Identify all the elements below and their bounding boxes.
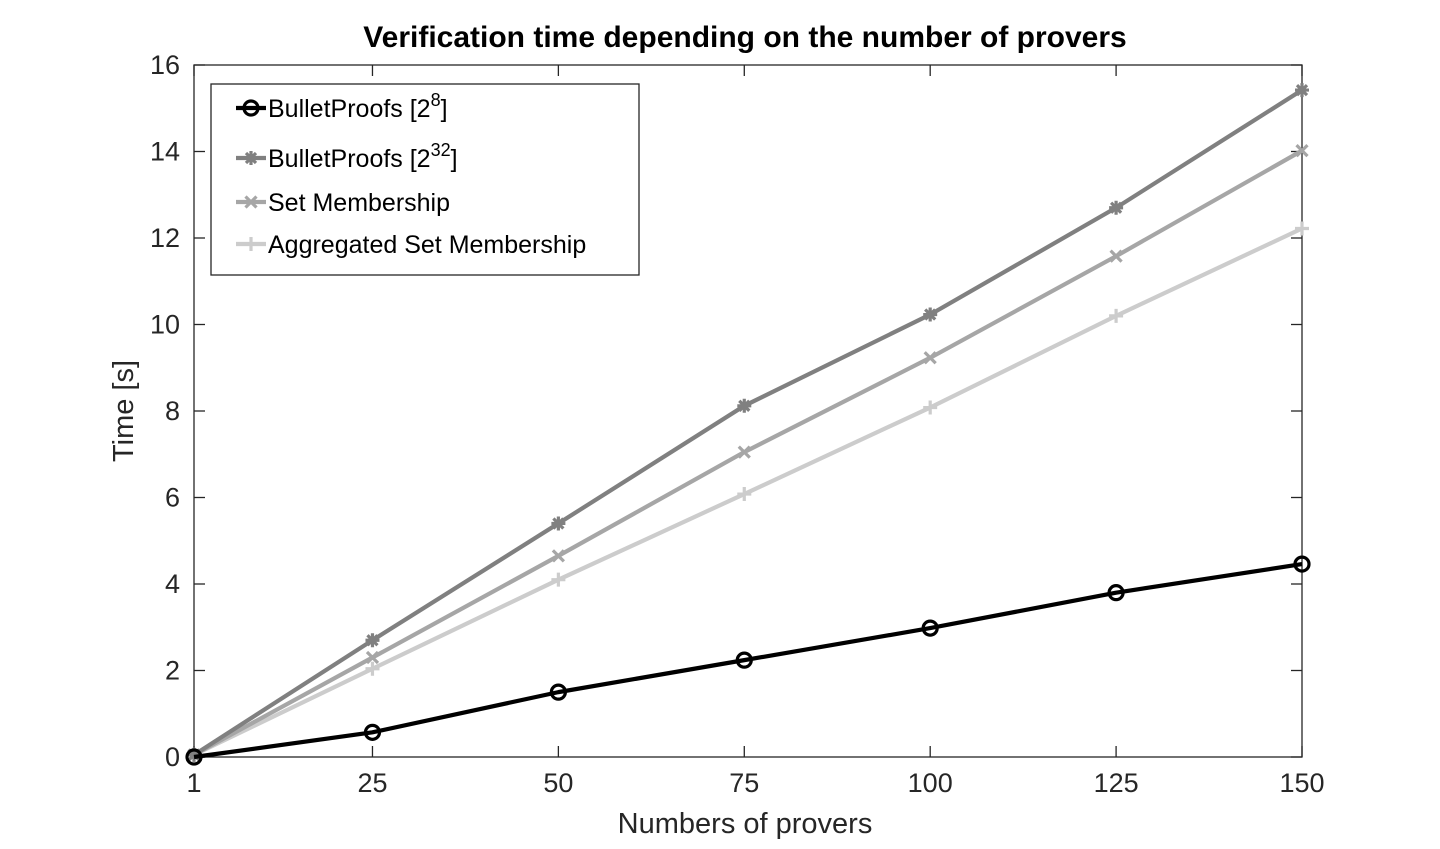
data-point [551, 516, 566, 531]
y-axis-label: Time [s] [108, 360, 140, 462]
x-tick-label: 25 [357, 768, 387, 798]
data-point [735, 651, 753, 669]
legend-swatch-marker [244, 237, 258, 251]
legend-label: BulletProofs [232] [268, 140, 458, 173]
x-tick-label: 150 [1279, 768, 1324, 798]
legend: BulletProofs [28] BulletProofs [232] Set M… [210, 83, 640, 276]
data-point [737, 487, 752, 502]
y-tick-label: 4 [165, 569, 180, 599]
data-point [1107, 584, 1125, 602]
data-point [187, 747, 201, 762]
data-point [921, 619, 939, 637]
data-point [365, 650, 380, 665]
legend-label: Aggregated Set Membership [268, 231, 586, 259]
y-tick-label: 10 [150, 310, 180, 340]
data-point [923, 400, 938, 415]
data-point [1295, 221, 1309, 236]
data-point [923, 351, 937, 365]
data-point [1295, 83, 1309, 98]
y-tick-label: 14 [150, 137, 180, 167]
x-axis-label: Numbers of provers [618, 808, 873, 840]
data-point [185, 748, 203, 766]
legend-label: Set Membership [268, 189, 450, 217]
y-tick-label: 16 [150, 50, 180, 80]
data-point [1109, 200, 1124, 215]
data-point [365, 633, 380, 648]
x-tick-label: 75 [729, 768, 759, 798]
x-tick-label: 125 [1094, 768, 1139, 798]
y-tick-label: 0 [165, 742, 180, 772]
data-point [737, 445, 751, 459]
data-point [551, 572, 566, 587]
data-point [1109, 249, 1123, 263]
data-point [737, 398, 752, 413]
legend-swatch-marker [244, 151, 258, 165]
y-tick-label: 12 [150, 223, 180, 253]
x-tick-label: 1 [186, 768, 201, 798]
chart-title: Verification time depending on the numbe… [363, 21, 1126, 54]
x-tick-label: 100 [908, 768, 953, 798]
x-tick-label: 50 [543, 768, 573, 798]
legend-swatch-marker [242, 99, 260, 117]
data-point [551, 549, 566, 563]
series-line [193, 562, 1303, 760]
data-point [1293, 555, 1311, 573]
legend-swatch-marker [244, 195, 258, 209]
data-point [363, 723, 382, 741]
series-bulletproofs-2-8 [185, 555, 1311, 766]
series-set-membership [187, 144, 1309, 762]
series-bulletproofs-2-32 [187, 83, 1309, 762]
data-point [1109, 308, 1124, 323]
y-tick-label: 2 [165, 656, 180, 686]
legend-label: BulletProofs [28] [268, 90, 448, 123]
legend-box [210, 83, 640, 276]
data-point [549, 683, 567, 701]
data-point [1295, 144, 1309, 158]
data-point [923, 307, 938, 322]
data-point [365, 661, 380, 676]
series-layer [185, 83, 1311, 766]
y-tick-label: 8 [165, 396, 180, 426]
y-tick-label: 6 [165, 483, 180, 513]
series-aggregated-set-membership [187, 221, 1309, 762]
